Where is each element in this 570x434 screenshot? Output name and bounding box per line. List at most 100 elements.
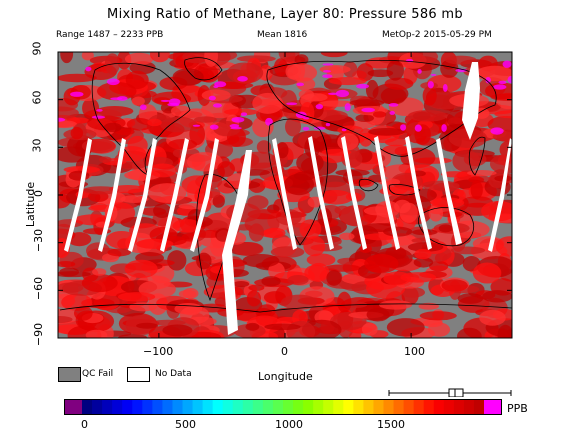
colorbar-segment (433, 399, 445, 415)
high-value-patch (490, 127, 504, 135)
data-patch (337, 291, 352, 313)
data-patch (147, 118, 162, 127)
data-patch (129, 302, 157, 312)
data-patch (413, 257, 434, 268)
data-patch (58, 316, 73, 324)
colorbar-tick-label: 1000 (275, 418, 303, 431)
colorbar-segment (283, 399, 294, 415)
data-patch (337, 133, 359, 151)
colorbar-segment (303, 399, 314, 415)
data-patch (263, 227, 286, 239)
y-axis-label: Latitude (24, 181, 38, 228)
map-title: Mixing Ratio of Methane, Layer 80: Press… (107, 7, 463, 22)
high-value-patch (427, 81, 434, 89)
data-patch (400, 272, 437, 283)
colorbar-segment (363, 399, 374, 415)
colorbar-segment (272, 399, 284, 415)
high-value-patch (430, 73, 437, 76)
colorbar-segment (132, 399, 143, 415)
data-patch (320, 52, 348, 58)
data-patch (475, 65, 512, 82)
colorbar-segment (182, 399, 194, 415)
data-patch (170, 105, 191, 117)
data-patch (419, 311, 457, 321)
colorbar-segment (142, 399, 153, 415)
data-patch (148, 183, 187, 203)
data-patch (364, 254, 399, 274)
colorbar-segment (102, 399, 113, 415)
data-patch (74, 305, 93, 321)
data-patch (58, 120, 78, 129)
coastlines (59, 57, 512, 313)
data-patch (178, 203, 206, 210)
data-patch (246, 290, 261, 307)
data-patch (479, 309, 506, 326)
data-patch (233, 241, 264, 257)
high-value-patch (315, 104, 324, 110)
data-patch (248, 223, 265, 242)
high-value-patch (237, 76, 248, 82)
colorbar-segment (82, 399, 93, 415)
data-patch (81, 52, 94, 61)
data-patch (82, 98, 100, 119)
data-patch (261, 276, 281, 287)
data-patch (365, 79, 379, 100)
data-patch (468, 176, 485, 183)
high-value-patch (322, 63, 334, 66)
colorbar-segment (112, 399, 123, 415)
y-tick-label: −30 (32, 228, 46, 253)
high-value-patch (356, 83, 369, 89)
data-patch (362, 223, 397, 232)
data-patch (281, 294, 318, 310)
high-value-patch (341, 128, 347, 132)
data-patch (355, 114, 374, 123)
data-patch (264, 323, 301, 331)
high-value-patch (85, 66, 92, 72)
data-patch (457, 293, 484, 304)
data-patch (494, 110, 512, 119)
data-patch (70, 126, 84, 140)
colorbar-segment (473, 399, 485, 415)
colorbar-unit: PPB (507, 402, 528, 415)
high-value-patch (344, 103, 351, 112)
colorbar-segment (262, 399, 274, 415)
data-patch (63, 165, 100, 174)
range-label: Range 1487 – 2233 PPB (56, 30, 164, 40)
high-value-patch (160, 99, 171, 102)
data-patch (287, 274, 309, 286)
colorbar-tick-label: 500 (175, 418, 196, 431)
colorbar-segment (323, 399, 334, 415)
high-value-patch (327, 92, 338, 95)
data-patch (81, 274, 118, 293)
data-patch (382, 144, 411, 155)
colorbar-segment (403, 399, 415, 415)
data-patch (482, 290, 512, 303)
colorbar-segment (293, 399, 304, 415)
high-value-patch (110, 97, 123, 101)
data-patch (90, 202, 108, 211)
colorbar-segment (202, 399, 214, 415)
axis-ticks (58, 51, 512, 339)
data-patch (252, 92, 284, 114)
high-value-patch (388, 103, 399, 107)
colorbar-segment (383, 399, 395, 415)
colorbar-segment (423, 399, 435, 415)
data-patch (421, 180, 460, 191)
data-patch (319, 65, 351, 74)
high-value-patch (361, 107, 375, 113)
data-patch (58, 223, 72, 235)
high-value-patch (265, 117, 273, 126)
data-patch (196, 252, 212, 270)
data-patch (224, 108, 259, 116)
methane-data-regions (58, 52, 512, 338)
high-value-patch (302, 126, 310, 131)
data-patch (159, 116, 198, 133)
data-patch (201, 89, 231, 101)
data-patch (368, 127, 405, 136)
high-value-patch (208, 95, 216, 101)
data-patch (361, 322, 378, 336)
x-axis-label: Longitude (258, 370, 313, 383)
data-patch (285, 63, 301, 80)
colorbar-segment (222, 399, 234, 415)
data-patch (275, 142, 289, 159)
